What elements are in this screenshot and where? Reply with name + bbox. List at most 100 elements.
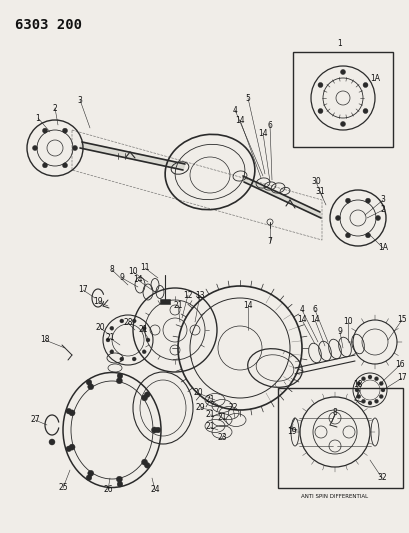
Text: 13: 13 <box>195 290 204 300</box>
Text: 26: 26 <box>103 486 112 495</box>
Circle shape <box>144 392 150 398</box>
Text: 1: 1 <box>337 38 342 47</box>
Text: 10: 10 <box>128 268 137 277</box>
Bar <box>160 299 170 304</box>
Text: 19: 19 <box>286 427 296 437</box>
Circle shape <box>155 427 160 433</box>
Circle shape <box>142 326 146 330</box>
Circle shape <box>119 357 124 361</box>
Text: 3: 3 <box>77 95 82 104</box>
Circle shape <box>117 481 122 487</box>
Text: 14: 14 <box>243 301 252 310</box>
Text: 14: 14 <box>310 316 319 325</box>
Text: 6303 200: 6303 200 <box>15 18 82 32</box>
Polygon shape <box>243 176 320 218</box>
Circle shape <box>367 375 371 379</box>
Circle shape <box>106 338 110 342</box>
Circle shape <box>117 373 122 378</box>
Circle shape <box>362 83 367 87</box>
Circle shape <box>119 319 124 323</box>
Circle shape <box>339 69 345 75</box>
Circle shape <box>339 122 345 126</box>
Text: 1: 1 <box>36 114 40 123</box>
Circle shape <box>378 394 382 399</box>
Circle shape <box>364 233 370 238</box>
Text: 5: 5 <box>245 93 250 102</box>
Text: 18: 18 <box>40 335 49 344</box>
Text: 8: 8 <box>109 265 114 274</box>
Text: 25: 25 <box>58 483 67 492</box>
Circle shape <box>66 446 72 451</box>
Text: 18: 18 <box>353 381 362 390</box>
Circle shape <box>361 399 364 403</box>
Circle shape <box>380 388 384 392</box>
Circle shape <box>364 198 370 203</box>
Circle shape <box>66 408 72 414</box>
Circle shape <box>62 163 67 168</box>
Circle shape <box>88 470 94 477</box>
Text: 24: 24 <box>150 486 160 495</box>
Text: 27: 27 <box>30 416 40 424</box>
Circle shape <box>88 384 94 390</box>
Circle shape <box>151 427 157 433</box>
Circle shape <box>32 146 37 150</box>
Text: 22: 22 <box>228 403 237 413</box>
Text: 1A: 1A <box>369 74 379 83</box>
Circle shape <box>86 475 92 480</box>
Circle shape <box>72 146 77 150</box>
Circle shape <box>69 444 75 450</box>
Circle shape <box>317 109 322 114</box>
Circle shape <box>356 394 360 399</box>
Text: 4: 4 <box>299 305 304 314</box>
Text: 21: 21 <box>205 423 214 432</box>
Text: 20: 20 <box>193 389 202 398</box>
Text: 10: 10 <box>342 318 352 327</box>
Circle shape <box>142 350 146 354</box>
Text: 30: 30 <box>310 177 320 187</box>
Text: 28: 28 <box>123 319 133 327</box>
Bar <box>277 388 402 488</box>
Circle shape <box>373 377 378 381</box>
Circle shape <box>335 215 339 221</box>
Circle shape <box>43 128 47 133</box>
Text: 19: 19 <box>93 297 103 306</box>
Text: 2: 2 <box>52 103 57 112</box>
Circle shape <box>146 338 150 342</box>
Text: 11: 11 <box>140 263 149 272</box>
Circle shape <box>375 215 380 221</box>
Text: 23: 23 <box>217 433 226 442</box>
Circle shape <box>144 463 150 468</box>
Text: 2: 2 <box>380 206 384 214</box>
Text: 9: 9 <box>119 273 124 282</box>
Text: 9: 9 <box>337 327 342 336</box>
Circle shape <box>361 377 364 381</box>
Circle shape <box>132 357 136 361</box>
Text: 8: 8 <box>332 408 337 417</box>
Text: 21: 21 <box>205 410 214 419</box>
Text: 6: 6 <box>267 120 272 130</box>
Text: 14: 14 <box>133 276 142 285</box>
Circle shape <box>362 109 367 114</box>
Text: 3: 3 <box>380 196 384 205</box>
Circle shape <box>110 350 114 354</box>
Text: 21: 21 <box>205 395 214 405</box>
Circle shape <box>110 326 114 330</box>
Text: 21: 21 <box>173 301 182 310</box>
Circle shape <box>141 395 147 401</box>
Circle shape <box>43 163 47 168</box>
Circle shape <box>373 399 378 403</box>
Text: 1A: 1A <box>377 244 387 253</box>
Text: 14: 14 <box>258 128 267 138</box>
Text: 21: 21 <box>105 334 115 343</box>
Circle shape <box>345 233 350 238</box>
Text: 16: 16 <box>394 360 404 369</box>
Text: 17: 17 <box>396 374 406 383</box>
Text: 31: 31 <box>315 188 324 197</box>
Text: 17: 17 <box>78 286 88 295</box>
Circle shape <box>132 319 136 323</box>
Circle shape <box>317 83 322 87</box>
Text: 14: 14 <box>235 116 244 125</box>
Text: 21: 21 <box>138 326 147 335</box>
Circle shape <box>378 382 382 385</box>
Circle shape <box>367 401 371 405</box>
